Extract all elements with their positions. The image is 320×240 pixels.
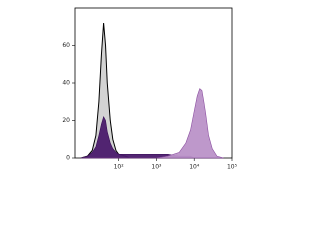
chart: 0 20 40 60 10² 10³ 10⁴ 10⁵ bbox=[62, 7, 238, 171]
y-tick-label: 20 bbox=[62, 117, 70, 124]
y-tick-label: 0 bbox=[66, 155, 70, 162]
x-tick-label: 10³ bbox=[151, 164, 162, 171]
y-tick-label: 60 bbox=[62, 42, 70, 49]
y-tick-label: 40 bbox=[62, 80, 70, 87]
x-tick-label: 10⁵ bbox=[227, 164, 238, 171]
x-tick-label: 10⁴ bbox=[189, 164, 200, 171]
histogram-area bbox=[80, 88, 224, 159]
x-tick-label: 10² bbox=[114, 164, 125, 171]
